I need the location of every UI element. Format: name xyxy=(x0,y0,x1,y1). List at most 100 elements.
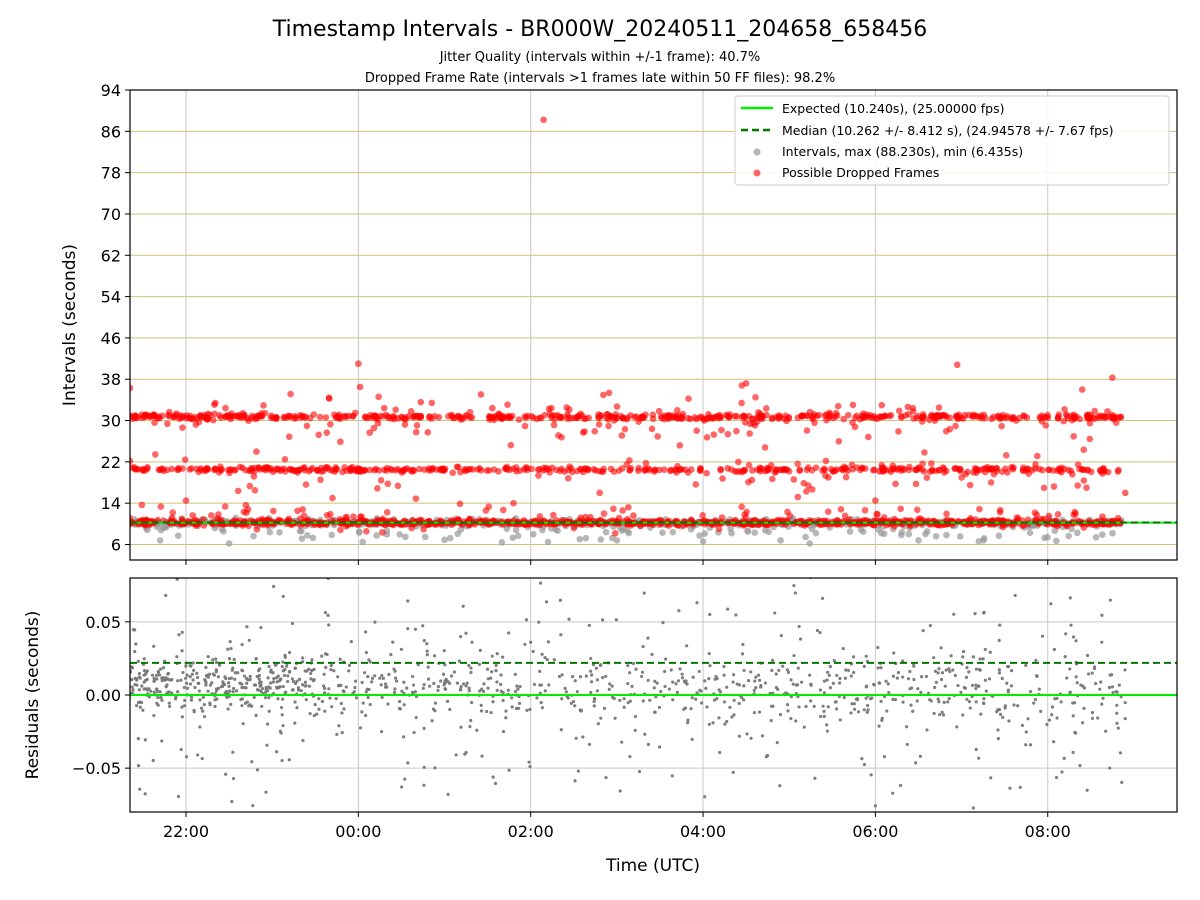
intervals-series3-point-2177 xyxy=(718,426,725,434)
residuals-series2-point-1021 xyxy=(833,820,836,823)
residuals-series2-point-1085 xyxy=(849,711,853,715)
residuals-series2-point-1160 xyxy=(425,642,429,646)
residuals-series2-point-522 xyxy=(486,667,490,671)
residuals-series2-point-344 xyxy=(168,678,172,682)
residuals-series2-point-364 xyxy=(108,673,111,676)
residuals-series2-point-290 xyxy=(152,690,156,694)
intervals-series3-point-2113 xyxy=(424,428,432,436)
intervals-series3-point-1489 xyxy=(912,480,920,488)
intervals-series3-point-1035 xyxy=(299,506,306,513)
intervals-series3-point-2209 xyxy=(851,423,859,431)
intervals-series3-point-1963 xyxy=(150,411,158,418)
intervals-series3-point-1534 xyxy=(246,482,254,490)
residuals-series2-point-886 xyxy=(961,649,966,654)
residuals-series2-point-432 xyxy=(563,686,567,690)
residuals-series2-point-227 xyxy=(152,679,156,683)
residuals-series2-point-1050 xyxy=(1104,729,1108,733)
residuals-series2-point-966 xyxy=(646,636,650,640)
intervals-series3-point-2196 xyxy=(648,425,656,433)
residuals-series2-point-297 xyxy=(224,689,229,694)
intervals-series3-point-1626 xyxy=(316,413,324,421)
residuals-series2-point-595 xyxy=(592,697,597,701)
residuals-series2-point-330 xyxy=(100,670,103,673)
intervals-series3-point-2221 xyxy=(746,420,754,428)
residuals-series2-point-385 xyxy=(379,683,383,687)
residuals-series2-point-1158 xyxy=(278,729,282,733)
legend-expected-label: Expected (10.240s), (25.00000 fps) xyxy=(782,101,1004,116)
intervals-series3-point-1291 xyxy=(271,466,278,473)
residuals-series2-point-1068 xyxy=(730,715,734,719)
residuals-series2-point-1166 xyxy=(349,639,353,644)
residuals-series2-point-282 xyxy=(204,681,208,685)
intervals-series3-point-1512 xyxy=(919,460,926,468)
intervals-series3-point-2079 xyxy=(731,413,739,420)
intervals-series3-point-925 xyxy=(379,529,386,536)
residuals-series2-point-1219 xyxy=(1018,785,1022,789)
intervals-series2-point-373 xyxy=(101,518,108,525)
residuals-series2-point-922 xyxy=(904,725,909,729)
intervals-series3-point-458 xyxy=(123,518,130,525)
intervals-series2-point-546 xyxy=(355,528,363,535)
residuals-series2-point-1181 xyxy=(614,618,618,622)
residuals-series2-point-402 xyxy=(342,707,346,711)
residuals-series2-point-1311 xyxy=(143,792,147,796)
residuals-series2-point-374 xyxy=(291,679,295,683)
residuals-series2-point-69 xyxy=(213,704,217,709)
residuals-series2-point-664 xyxy=(1068,667,1072,671)
intervals-series3-point-2158 xyxy=(613,403,621,410)
intervals-series3-point-926 xyxy=(138,501,146,509)
intervals-series2-point-558 xyxy=(103,525,110,532)
intervals-series2-point-623 xyxy=(94,467,101,474)
residuals-xtick-label-1: 00:00 xyxy=(335,822,381,841)
residuals-series2-point-1192 xyxy=(133,628,137,632)
residuals-series2-point-214 xyxy=(297,677,302,682)
residuals-series2-point-198 xyxy=(184,664,188,668)
residuals-series2-point-510 xyxy=(516,687,520,691)
intervals-series3-point-2128 xyxy=(370,424,378,432)
intervals-y-axis-label: Intervals (seconds) xyxy=(60,244,80,406)
residuals-series2-point-393 xyxy=(506,688,510,692)
intervals-series3-point-915 xyxy=(253,526,261,533)
intervals-series2-point-510 xyxy=(582,534,590,542)
intervals-series3-point-1414 xyxy=(372,465,380,473)
residuals-series2-point-346 xyxy=(232,657,236,662)
residuals-series2-point-1142 xyxy=(468,824,471,827)
residuals-series2-point-411 xyxy=(529,640,533,644)
residuals-series2-point-504 xyxy=(535,696,539,700)
intervals-series3-point-972 xyxy=(240,508,248,516)
intervals-series3-point-1426 xyxy=(641,466,649,474)
intervals-series2-point-511 xyxy=(905,530,913,538)
residuals-series2-point-51 xyxy=(223,675,227,679)
intervals-series3-point-2104 xyxy=(618,432,626,439)
residuals-series2-point-534 xyxy=(598,663,603,667)
residuals-series2-point-940 xyxy=(997,638,1001,642)
intervals-series3-point-2043 xyxy=(671,413,679,421)
residuals-series2-point-550 xyxy=(347,669,351,673)
residuals-series2-point-357 xyxy=(115,678,118,681)
intervals-series3-point-1538 xyxy=(234,487,242,495)
intervals-series3-point-2214 xyxy=(710,431,718,438)
residuals-series2-point-548 xyxy=(612,696,616,701)
residuals-series2-point-123 xyxy=(232,686,236,691)
residuals-series2-point-90 xyxy=(203,678,207,682)
residuals-series2-point-739 xyxy=(1065,676,1069,680)
residuals-series2-point-547 xyxy=(436,685,441,689)
residuals-series2-point-586 xyxy=(543,656,547,660)
residuals-series2-point-1013 xyxy=(661,621,665,625)
residuals-series2-point-619 xyxy=(633,728,637,732)
residuals-ytick-label-1: 0.00 xyxy=(85,686,121,705)
intervals-series3-point-1517 xyxy=(1074,482,1082,489)
residuals-series2-point-737 xyxy=(694,697,698,701)
residuals-series2-point-1225 xyxy=(628,754,632,759)
residuals-ytick-label-0: −0.05 xyxy=(72,759,121,778)
residuals-series2-point-617 xyxy=(777,668,781,673)
intervals-series3-point-2182 xyxy=(946,425,954,433)
intervals-series3-point-1021 xyxy=(189,512,197,519)
intervals-series3-point-2151 xyxy=(904,403,912,411)
residuals-series2-point-295 xyxy=(255,688,260,692)
residuals-series2-point-998 xyxy=(637,769,642,774)
residuals-series2-point-1075 xyxy=(442,649,446,653)
residuals-series2-point-884 xyxy=(622,697,626,701)
intervals-series3-point-986 xyxy=(841,512,849,520)
